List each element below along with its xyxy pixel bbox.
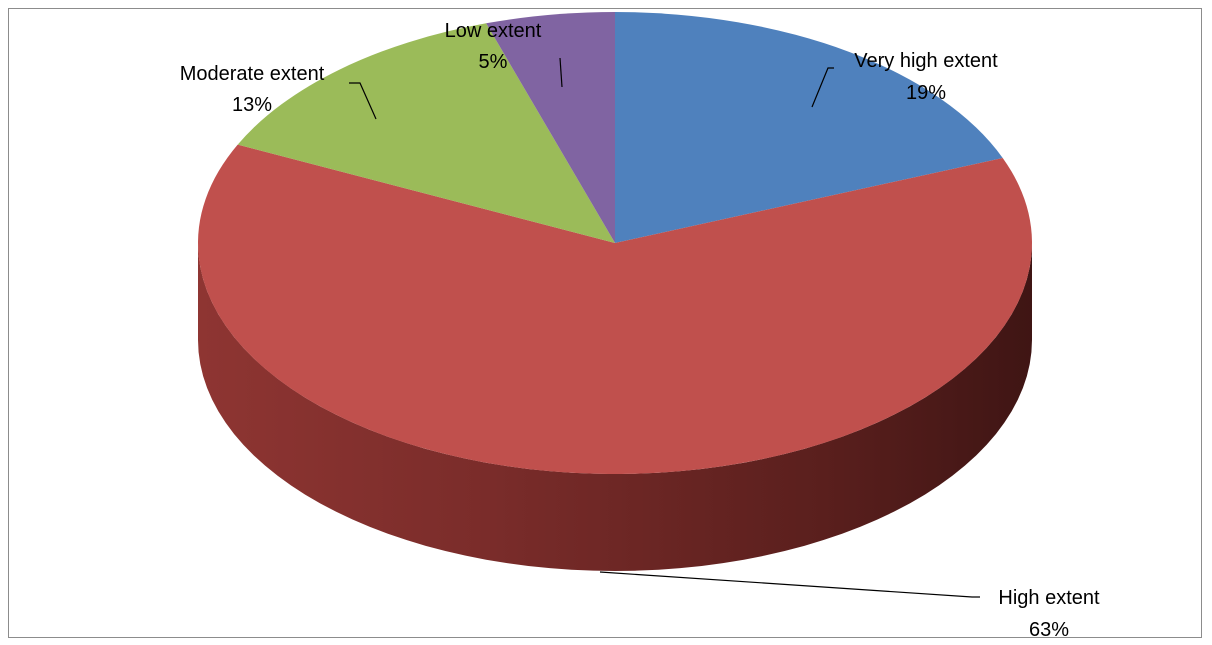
- slice-low: [486, 12, 615, 243]
- slice-value-very-high: 19%: [906, 82, 946, 104]
- slice-value-moderate: 13%: [232, 94, 272, 116]
- leader-line-low: [559, 57, 563, 88]
- slice-label-low: Low extent: [445, 20, 542, 42]
- slice-value-low: 5%: [479, 51, 508, 73]
- slice-very-high: [615, 11, 1003, 243]
- leader-line-high: [599, 571, 980, 598]
- slice-moderate: [237, 23, 615, 244]
- slice-high: [198, 144, 1033, 474]
- slice-label-moderate: Moderate extent: [180, 63, 325, 85]
- leader-line-very-high: [811, 67, 834, 108]
- slice-label-very-high: Very high extent: [854, 50, 998, 72]
- slice-side-high: [198, 243, 1032, 571]
- pie-slices: [198, 11, 1033, 474]
- leader-lines: [349, 57, 980, 598]
- pie-side-walls: [198, 243, 1032, 571]
- slice-value-high: 63%: [1029, 619, 1069, 641]
- slice-label-high: High extent: [998, 587, 1100, 609]
- leader-line-moderate: [349, 82, 377, 120]
